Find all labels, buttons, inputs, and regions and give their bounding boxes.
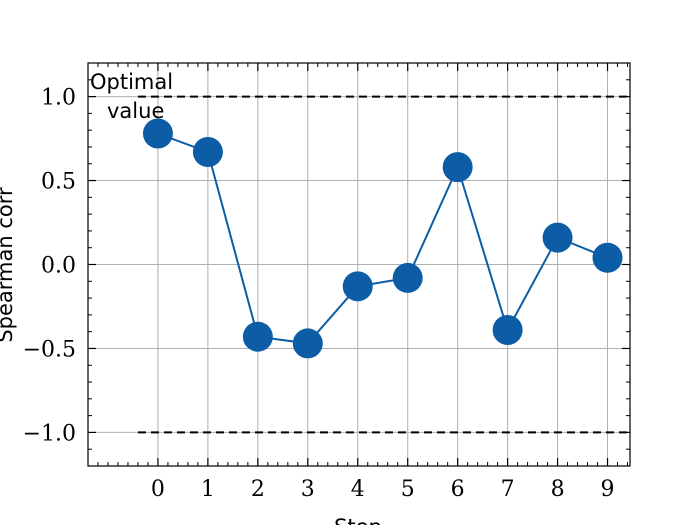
x-axis-title: Step	[334, 515, 382, 525]
data-point	[342, 271, 373, 302]
grid	[88, 63, 630, 466]
data-point	[542, 222, 573, 253]
y-axis-title: Spearman corr	[0, 187, 17, 343]
data-point	[292, 328, 323, 359]
series-line	[157, 132, 608, 345]
x-tick-label: 5	[401, 477, 415, 502]
x-tick-label: 2	[251, 477, 265, 502]
y-tick-label: −0.5	[23, 337, 76, 362]
data-point	[192, 136, 223, 167]
annotation-line: value	[107, 99, 164, 123]
x-tick-label: 4	[351, 477, 365, 502]
data-point	[242, 321, 273, 352]
x-tick-label: 6	[451, 477, 465, 502]
annotation-line: Optimal	[90, 70, 173, 94]
annotation: Optimal value	[90, 70, 173, 123]
x-tick-label: 1	[201, 477, 215, 502]
x-tick-label: 3	[301, 477, 315, 502]
x-tick-label: 8	[551, 477, 565, 502]
data-point	[492, 314, 523, 345]
y-tick-label: 0.0	[41, 254, 76, 279]
data-point	[592, 242, 623, 273]
series	[142, 118, 623, 359]
tick-labels: 0 1 2 3 4 5 6 7 8 9 1.0 0.5 0.0 −0.5 −1.0	[23, 86, 615, 502]
y-tick-label: 1.0	[41, 86, 76, 111]
y-tick-label: −1.0	[23, 421, 76, 446]
data-point	[392, 262, 423, 293]
x-tick-label: 0	[151, 477, 165, 502]
x-tick-label: 9	[601, 477, 615, 502]
data-point	[442, 152, 473, 183]
y-tick-label: 0.5	[41, 170, 76, 195]
annotation-text: Optimal value	[90, 70, 173, 123]
reference-lines	[137, 95, 630, 434]
axis-ticks	[88, 63, 630, 466]
data-point	[142, 118, 173, 149]
x-tick-label: 7	[501, 477, 515, 502]
